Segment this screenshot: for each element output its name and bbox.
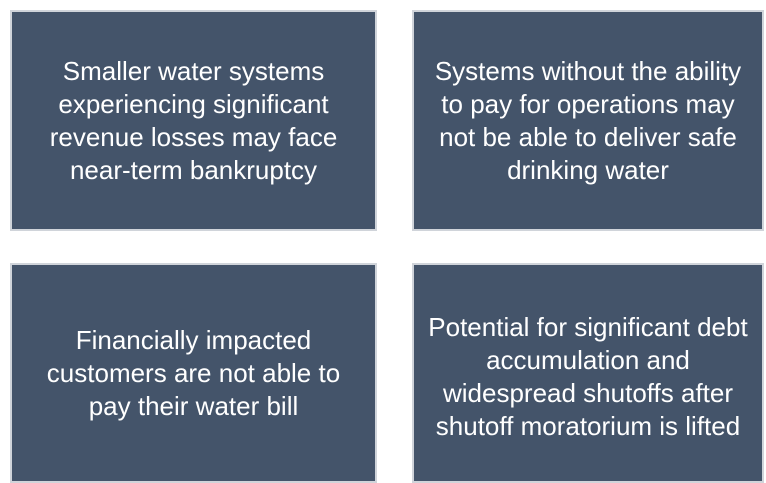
info-box: Systems without the ability to pay for o…	[412, 10, 764, 231]
info-box: Smaller water systems experiencing signi…	[10, 10, 377, 231]
box-text: Financially impacted customers are not a…	[46, 324, 341, 421]
box-text: Potential for significant debt accumulat…	[428, 312, 748, 441]
box-text: Smaller water systems experiencing signi…	[49, 55, 338, 185]
info-box: Financially impacted customers are not a…	[10, 263, 377, 483]
info-box: Potential for significant debt accumulat…	[412, 263, 764, 483]
box-text: Systems without the ability to pay for o…	[434, 55, 742, 185]
